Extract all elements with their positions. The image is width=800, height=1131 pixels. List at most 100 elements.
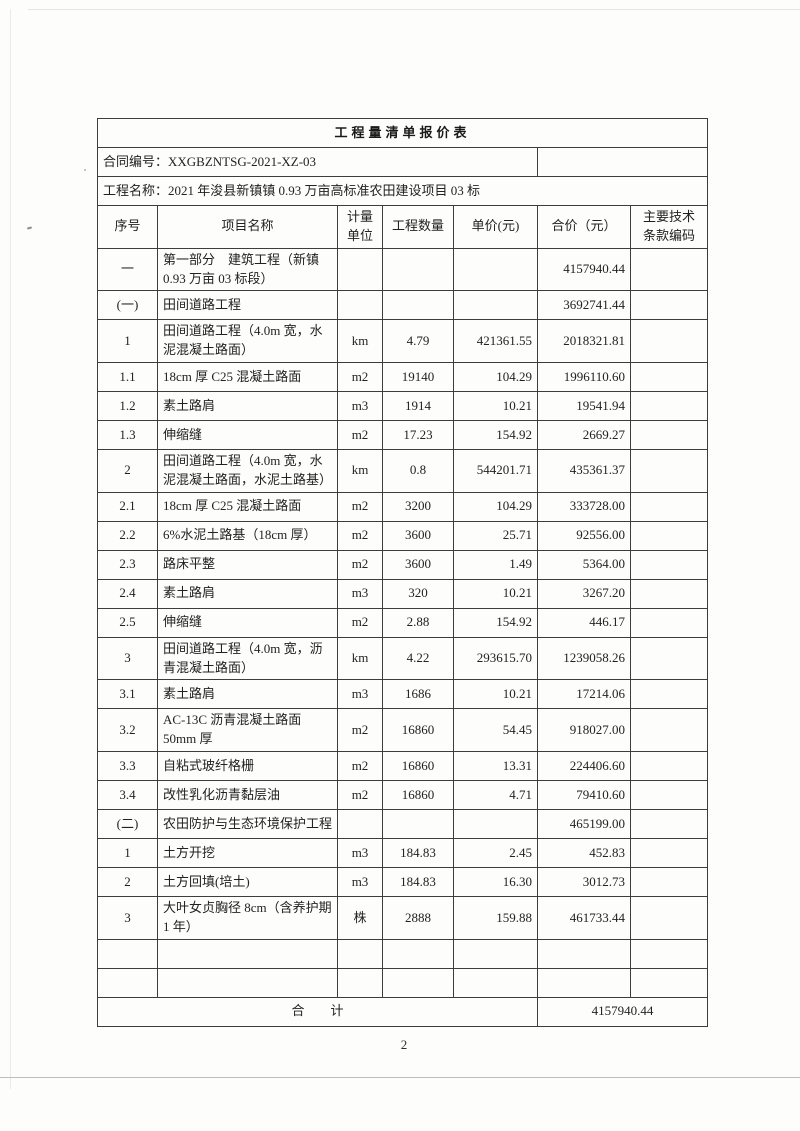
cell-tech-code: [629, 708, 709, 753]
project-label: 工程名称：: [103, 182, 169, 198]
cell-quantity: 320: [382, 578, 454, 609]
cell-tech-code: [629, 679, 709, 710]
table-row: (一) 田间道路工程 3692741.44: [97, 290, 709, 321]
cell-unit-price: 159.88: [453, 896, 538, 940]
cell-unit-price: 54.45: [453, 708, 538, 753]
cell-item-name: 素土路肩: [157, 679, 338, 710]
cell-amount: 1239058.26: [537, 636, 631, 681]
cell-serial: 3: [97, 896, 158, 940]
cell-quantity: 184.83: [382, 838, 454, 869]
cell-amount: 4157940.44: [537, 247, 631, 292]
table-row: 3.4 改性乳化沥青黏层油 m2 16860 4.71 79410.60: [97, 780, 709, 811]
cell-tech-code: [629, 938, 709, 969]
column-header-row: 序号 项目名称 计量 单位 工程数量 单价(元) 合价（元） 主要技术 条款编码: [97, 205, 709, 249]
cell-quantity: 4.79: [382, 319, 454, 364]
cell-unit-price: [453, 938, 538, 969]
cell-tech-code: [629, 578, 709, 609]
cell-serial: 1: [97, 319, 158, 364]
boq-table: 工程量清单报价表 合同编号：XXGBZNTSG-2021-XZ-03 工程名称：…: [96, 118, 709, 1027]
cell-quantity: 0.8: [382, 449, 454, 493]
cell-quantity: [382, 290, 454, 321]
cell-unit-price: 10.21: [453, 679, 538, 710]
cell-unit: m2: [337, 520, 383, 551]
table-row: 1.2 素土路肩 m3 1914 10.21 19541.94: [97, 391, 709, 422]
cell-unit-price: [453, 290, 538, 321]
cell-serial: 2.2: [97, 520, 158, 551]
total-row: 合 计 4157940.44: [97, 996, 709, 1027]
cell-item-name: 土方开挖: [157, 838, 338, 869]
cell-item-name: 田间道路工程（4.0m 宽，沥青混凝土路面）: [157, 636, 338, 681]
cell-quantity: 16860: [382, 780, 454, 811]
cell-item-name: 伸缩缝: [157, 420, 338, 451]
cell-serial: 一: [97, 247, 158, 292]
table-row: 2 土方回填(培土) m3 184.83 16.30 3012.73: [97, 867, 709, 898]
cell-amount: 3692741.44: [537, 290, 631, 321]
scan-edge-artifact: [10, 9, 11, 1089]
table-row: (二) 农田防护与生态环境保护工程 465199.00: [97, 809, 709, 840]
cell-serial: 1: [97, 838, 158, 869]
cell-quantity: 1686: [382, 679, 454, 710]
cell-serial: (一): [97, 290, 158, 321]
cell-amount: [537, 967, 631, 998]
cell-tech-code: [629, 491, 709, 522]
cell-amount: 92556.00: [537, 520, 631, 551]
cell-quantity: [382, 247, 454, 292]
cell-serial: 2.4: [97, 578, 158, 609]
project-value: 2021 年浚县新镇镇 0.93 万亩高标准农田建设项目 03 标: [168, 182, 481, 198]
cell-item-name: [157, 967, 338, 998]
table-row: 一第一部分 建筑工程（新镇 0.93 万亩 03 标段） 4157940.44: [97, 247, 709, 292]
cell-unit: km: [337, 449, 383, 493]
cell-quantity: 3200: [382, 491, 454, 522]
cell-tech-code: [629, 780, 709, 811]
cell-unit: m2: [337, 362, 383, 393]
cell-tech-code: [629, 809, 709, 840]
cell-amount: 2669.27: [537, 420, 631, 451]
cell-amount: 435361.37: [537, 449, 631, 493]
cell-unit-price: 154.92: [453, 420, 538, 451]
cell-unit-price: 104.29: [453, 491, 538, 522]
table-row: 2 田间道路工程（4.0m 宽，水泥混凝土路面，水泥土路基） km 0.8 544201…: [97, 449, 709, 493]
cell-serial: 2: [97, 449, 158, 493]
cell-amount: 2018321.81: [537, 319, 631, 364]
total-value: 4157940.44: [536, 996, 709, 1027]
cell-unit: m3: [337, 838, 383, 869]
cell-unit-price: 25.71: [453, 520, 538, 551]
column-header-item-name: 项目名称: [157, 205, 338, 249]
scan-edge-artifact: [28, 9, 800, 10]
cell-serial: 3.2: [97, 708, 158, 753]
cell-amount: 79410.60: [537, 780, 631, 811]
table-row: 2.5 伸缩缝 m2 2.88 154.92 446.17: [97, 607, 709, 638]
cell-serial: 2.3: [97, 549, 158, 580]
cell-tech-code: [629, 520, 709, 551]
table-row: 1.3 伸缩缝 m2 17.23 154.92 2669.27: [97, 420, 709, 451]
contract-number: 合同编号：XXGBZNTSG-2021-XZ-03: [97, 147, 538, 177]
cell-tech-code: [629, 896, 709, 940]
cell-item-name: 18cm 厚 C25 混凝土路面: [157, 491, 338, 522]
cell-unit: m3: [337, 391, 383, 422]
cell-item-name: 土方回填(培土): [157, 867, 338, 898]
table-row: 2.1 18cm 厚 C25 混凝土路面 m2 3200 104.29 333728.00: [97, 491, 709, 522]
table-row: 3.1 素土路肩 m3 1686 10.21 17214.06: [97, 679, 709, 710]
cell-unit: km: [337, 636, 383, 681]
column-header-unit: 计量 单位: [337, 205, 383, 249]
cell-unit: [337, 290, 383, 321]
cell-amount: 446.17: [537, 607, 631, 638]
cell-tech-code: [629, 362, 709, 393]
cell-unit: 株: [337, 896, 383, 940]
cell-serial: 2: [97, 867, 158, 898]
cell-item-name: AC-13C 沥青混凝土路面 50mm 厚: [157, 708, 338, 753]
cell-item-name: 改性乳化沥青黏层油: [157, 780, 338, 811]
cell-item-name: 伸缩缝: [157, 607, 338, 638]
cell-item-name: 18cm 厚 C25 混凝土路面: [157, 362, 338, 393]
cell-tech-code: [629, 549, 709, 580]
cell-serial: 1.2: [97, 391, 158, 422]
cell-amount: 1996110.60: [537, 362, 631, 393]
cell-tech-code: [629, 636, 709, 681]
cell-unit-price: 421361.55: [453, 319, 538, 364]
cell-tech-code: [629, 867, 709, 898]
cell-unit-price: 1.49: [453, 549, 538, 580]
cell-amount: 5364.00: [537, 549, 631, 580]
cell-unit: m3: [337, 867, 383, 898]
cell-serial: (二): [97, 809, 158, 840]
scan-line-artifact: [0, 1077, 800, 1078]
